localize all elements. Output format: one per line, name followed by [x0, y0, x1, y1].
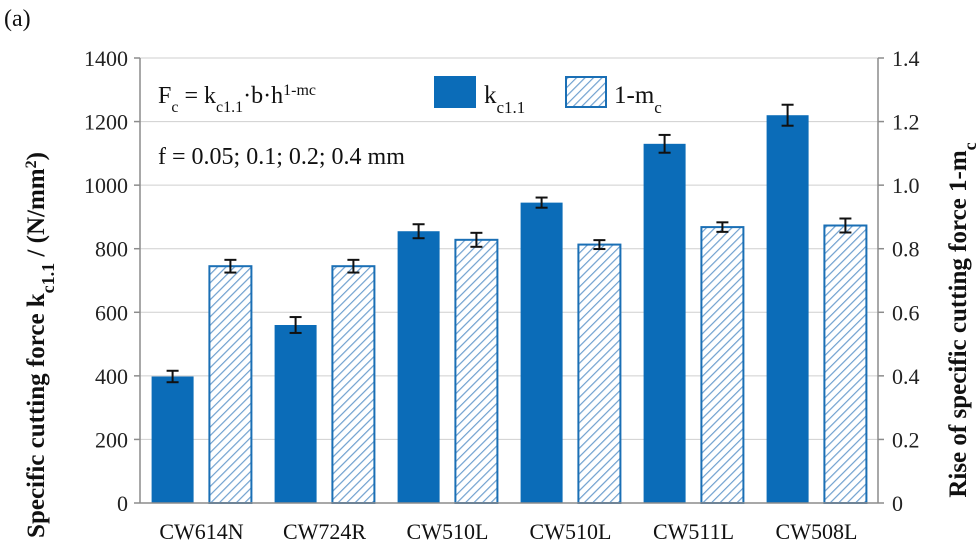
bar-mc	[823, 224, 868, 504]
left-tick-label: 400	[95, 364, 128, 389]
category-label: CW510L	[407, 519, 489, 544]
y-right-title: Rise of specific cutting force 1-mc	[945, 142, 980, 497]
category-label: CW724R	[283, 519, 366, 544]
bar-mc	[577, 243, 622, 504]
left-tick-labels: 0 200 400 600 800 1000 1200 1400	[84, 46, 128, 516]
left-tick-label: 200	[95, 427, 128, 452]
bars	[151, 115, 868, 505]
bar-kc	[520, 202, 563, 503]
legend-swatch-kc	[434, 76, 476, 108]
right-tick-label: 0.4	[892, 364, 920, 389]
right-tick-label: 1.4	[892, 46, 920, 71]
bar-mc	[331, 265, 376, 505]
bar-kc	[274, 325, 317, 503]
bar-mc	[454, 238, 499, 504]
legend-label-kc: kc1.1	[484, 82, 525, 117]
category-label: CW511L	[653, 519, 734, 544]
right-tick-labels: 0 0.2 0.4 0.6 0.8 1.0 1.2 1.4	[892, 46, 920, 516]
panel-label: (a)	[4, 6, 31, 32]
gridlines	[134, 57, 884, 504]
left-tick-label: 1200	[84, 110, 128, 135]
right-tick-label: 0.8	[892, 237, 920, 262]
legend-label-mc: 1-mc	[614, 82, 662, 117]
bar-mc	[208, 265, 253, 505]
left-tick-label: 1000	[84, 173, 128, 198]
formula-annotation: Fc = kc1.1·b·h1-mc	[158, 82, 316, 116]
y-left-title: Specific cutting force kc1.1 / (N/mm2)	[23, 152, 59, 538]
error-bars	[166, 103, 852, 384]
left-tick-label: 800	[95, 237, 128, 262]
bar-kc	[643, 143, 686, 504]
feed-annotation: f = 0.05; 0.1; 0.2; 0.4 mm	[158, 144, 405, 170]
category-label: CW614N	[159, 519, 243, 544]
left-tick-label: 1400	[84, 46, 128, 71]
category-labels: CW614N CW724R CW510L CW510L CW511L CW508L	[159, 519, 857, 544]
bar-mc	[700, 226, 745, 504]
right-tick-label: 0	[892, 491, 903, 516]
right-tick-label: 1.0	[892, 173, 920, 198]
category-label: CW510L	[530, 519, 612, 544]
right-tick-label: 1.2	[892, 110, 920, 135]
legend-swatch-mc	[565, 76, 607, 108]
left-tick-label: 0	[117, 491, 128, 516]
bar-kc	[397, 231, 440, 503]
right-tick-label: 0.6	[892, 300, 920, 325]
category-label: CW508L	[776, 519, 858, 544]
bar-kc	[766, 115, 809, 503]
right-tick-label: 0.2	[892, 427, 920, 452]
legend: kc1.1 1-mc	[434, 76, 662, 117]
left-tick-label: 600	[95, 300, 128, 325]
bar-kc	[151, 376, 194, 503]
